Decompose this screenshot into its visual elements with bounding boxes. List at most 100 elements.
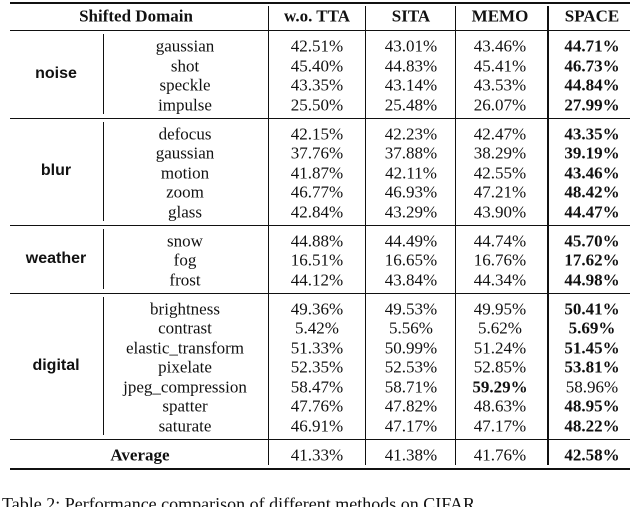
row-label: jpeg_compression	[123, 377, 247, 396]
cell: 42.51%	[290, 36, 344, 56]
cell: 50.41%	[564, 299, 620, 318]
cell: 45.41%	[473, 56, 527, 75]
cell: 44.34%	[473, 270, 527, 289]
row-label: motion	[160, 163, 210, 182]
cell: 44.47%	[564, 202, 620, 221]
cell: 43.46%	[473, 36, 527, 56]
header-cell: SPACE	[564, 6, 620, 26]
row-label: contrast	[158, 318, 212, 338]
cell: 5.62%	[478, 318, 522, 338]
cell: 44.74%	[473, 231, 527, 250]
cell: 44.83%	[384, 56, 438, 75]
row-label: elastic_transform	[125, 338, 245, 357]
cell: 43.35%	[564, 124, 620, 143]
cell: 43.84%	[384, 270, 438, 289]
column-rule	[365, 6, 366, 465]
column-rule	[103, 228, 104, 289]
cell: 52.85%	[473, 357, 527, 377]
header-cell: SITA	[391, 6, 431, 26]
cell: 46.93%	[384, 182, 438, 202]
cell: 17.62%	[564, 250, 620, 270]
cell: 41.38%	[384, 445, 438, 464]
group-label: weather	[25, 249, 87, 267]
rule	[10, 2, 630, 4]
cell: 16.65%	[384, 250, 438, 270]
cell: 16.76%	[473, 250, 527, 270]
cell: 42.58%	[564, 445, 620, 464]
cell: 43.01%	[384, 36, 438, 56]
cell: 43.46%	[564, 163, 620, 182]
cell: 42.47%	[473, 124, 527, 143]
cell: 41.33%	[290, 445, 344, 464]
column-rule	[547, 6, 549, 465]
column-rule	[455, 6, 456, 465]
row-label: gaussian	[155, 143, 215, 163]
cell: 59.29%	[472, 377, 528, 396]
cell: 42.84%	[290, 202, 344, 221]
cell: 49.95%	[473, 299, 527, 318]
row-label: impulse	[158, 95, 212, 114]
row-label: pixelate	[158, 357, 212, 377]
cell: 51.33%	[290, 338, 344, 357]
cell: 43.90%	[473, 202, 527, 221]
row-label: spatter	[162, 396, 208, 416]
cell: 44.49%	[384, 231, 438, 250]
row-label: shot	[170, 56, 200, 75]
cell: 53.81%	[564, 357, 620, 377]
cell: 42.15%	[290, 124, 344, 143]
row-label: fog	[173, 250, 197, 270]
row-label: zoom	[166, 182, 204, 202]
cell: 46.91%	[290, 416, 344, 435]
cell: 37.88%	[384, 143, 438, 163]
cell: 48.22%	[564, 416, 620, 435]
group-label: digital	[32, 356, 80, 374]
header-cell: w.o. TTA	[284, 6, 350, 26]
cell: 48.42%	[564, 182, 620, 202]
row-label: Average	[110, 445, 170, 464]
rule	[10, 292, 630, 294]
row-label: defocus	[158, 124, 212, 143]
caption: Table 2: Performance comparison of diffe…	[2, 494, 475, 507]
cell: 49.36%	[290, 299, 344, 318]
cell: 43.29%	[384, 202, 438, 221]
column-rule	[268, 6, 269, 465]
cell: 43.35%	[290, 75, 344, 95]
cell: 47.76%	[290, 396, 344, 416]
cell: 46.77%	[290, 182, 344, 202]
cell: 25.50%	[290, 95, 344, 114]
cell: 52.35%	[290, 357, 344, 377]
cell: 47.21%	[473, 182, 527, 202]
rule	[10, 117, 630, 119]
cell: 16.51%	[290, 250, 344, 270]
cell: 43.53%	[473, 75, 527, 95]
cell: 5.69%	[568, 318, 616, 338]
cell: 49.53%	[384, 299, 438, 318]
cell: 44.84%	[564, 75, 620, 95]
cell: 46.73%	[564, 56, 620, 75]
cell: 47.17%	[384, 416, 438, 435]
header-cell: Shifted Domain	[79, 6, 193, 26]
cell: 37.76%	[290, 143, 344, 163]
cell: 51.24%	[473, 338, 527, 357]
cell: 27.99%	[564, 95, 620, 114]
row-label: saturate	[158, 416, 212, 435]
cell: 45.70%	[564, 231, 620, 250]
rule	[10, 30, 630, 31]
row-label: gaussian	[155, 36, 215, 56]
header-cell: MEMO	[471, 6, 529, 26]
cell: 39.19%	[564, 143, 620, 163]
cell: 41.87%	[290, 163, 344, 182]
rule	[10, 224, 630, 226]
column-rule	[103, 34, 104, 114]
cell: 44.98%	[564, 270, 620, 289]
cell: 42.55%	[473, 163, 527, 182]
cell: 44.12%	[290, 270, 344, 289]
row-label: snow	[167, 231, 203, 250]
cell: 44.88%	[290, 231, 344, 250]
cell: 58.47%	[290, 377, 344, 396]
row-label: frost	[169, 270, 201, 289]
cell: 43.14%	[384, 75, 438, 95]
cell: 58.96%	[565, 377, 619, 396]
cell: 47.82%	[384, 396, 438, 416]
